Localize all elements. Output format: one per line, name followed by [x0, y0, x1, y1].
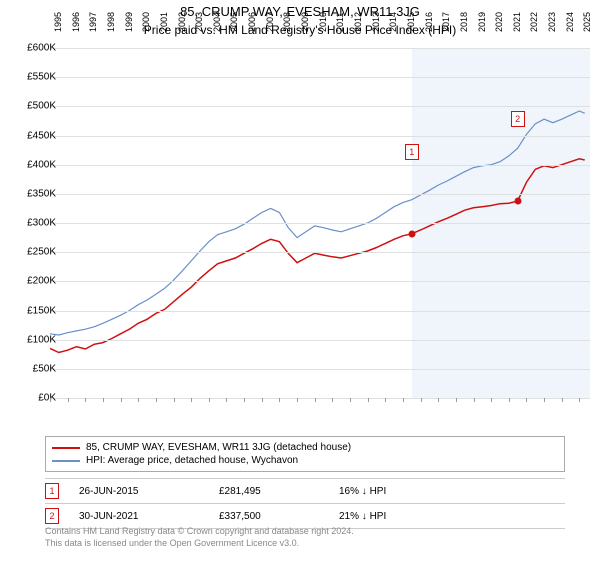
marker-dot: [408, 230, 415, 237]
y-axis-label: £150K: [16, 305, 56, 316]
transaction-hpi: 21% ↓ HPI: [339, 511, 449, 522]
x-axis-label: 2015: [406, 12, 416, 32]
x-axis-label: 2021: [512, 12, 522, 32]
legend-item: 85, CRUMP WAY, EVESHAM, WR11 3JG (detach…: [52, 441, 558, 454]
legend: 85, CRUMP WAY, EVESHAM, WR11 3JG (detach…: [45, 436, 565, 472]
plot-area: 12: [50, 48, 590, 398]
marker-box: 2: [511, 111, 525, 127]
legend-item: HPI: Average price, detached house, Wych…: [52, 454, 558, 467]
x-axis-label: 1996: [71, 12, 81, 32]
x-axis-label: 2009: [300, 12, 310, 32]
y-axis-label: £450K: [16, 130, 56, 141]
legend-label: HPI: Average price, detached house, Wych…: [86, 455, 298, 466]
x-axis-label: 1997: [88, 12, 98, 32]
table-row: 1 26-JUN-2015 £281,495 16% ↓ HPI: [45, 479, 565, 504]
legend-swatch: [52, 447, 80, 449]
y-axis-label: £300K: [16, 218, 56, 229]
x-axis-label: 2011: [335, 13, 345, 32]
x-axis-label: 2019: [477, 12, 487, 32]
x-axis-label: 1999: [124, 12, 134, 32]
y-axis-label: £250K: [16, 247, 56, 258]
x-axis-label: 2007: [265, 12, 275, 32]
x-axis-label: 2003: [194, 12, 204, 32]
x-axis-label: 1998: [106, 12, 116, 32]
x-axis-label: 2004: [212, 12, 222, 32]
transaction-date: 30-JUN-2021: [79, 511, 219, 522]
y-axis-label: £50K: [16, 363, 56, 374]
y-axis-label: £400K: [16, 159, 56, 170]
x-axis-label: 2012: [353, 12, 363, 32]
x-axis-label: 2022: [529, 12, 539, 32]
y-axis-label: £100K: [16, 334, 56, 345]
x-axis-label: 2020: [494, 12, 504, 32]
x-axis-label: 2001: [159, 12, 169, 32]
x-axis-label: 2005: [229, 12, 239, 32]
y-axis-label: £550K: [16, 72, 56, 83]
marker-badge: 1: [45, 483, 59, 499]
x-axis-label: 2010: [318, 12, 328, 32]
marker-badge: 2: [45, 508, 59, 524]
transaction-date: 26-JUN-2015: [79, 486, 219, 497]
x-axis-label: 2002: [177, 12, 187, 32]
x-axis-label: 2014: [388, 12, 398, 32]
marker-box: 1: [405, 144, 419, 160]
x-axis-label: 2023: [547, 12, 557, 32]
x-axis-label: 2018: [459, 12, 469, 32]
y-axis-label: £200K: [16, 276, 56, 287]
footer-line1: Contains HM Land Registry data © Crown c…: [45, 526, 354, 538]
transaction-hpi: 16% ↓ HPI: [339, 486, 449, 497]
table-row: 2 30-JUN-2021 £337,500 21% ↓ HPI: [45, 504, 565, 528]
x-axis-label: 2017: [441, 12, 451, 32]
marker-dot: [514, 198, 521, 205]
footer: Contains HM Land Registry data © Crown c…: [45, 526, 354, 549]
y-axis-label: £350K: [16, 188, 56, 199]
x-axis-label: 2008: [282, 12, 292, 32]
x-axis-label: 2024: [565, 12, 575, 32]
x-axis-label: 2000: [141, 12, 151, 32]
x-axis-label: 1995: [53, 12, 63, 32]
footer-line2: This data is licensed under the Open Gov…: [45, 538, 354, 550]
y-axis-label: £600K: [16, 43, 56, 54]
transaction-price: £337,500: [219, 511, 339, 522]
transaction-table: 1 26-JUN-2015 £281,495 16% ↓ HPI 2 30-JU…: [45, 478, 565, 529]
legend-swatch: [52, 460, 80, 462]
x-axis-label: 2025: [582, 12, 592, 32]
legend-label: 85, CRUMP WAY, EVESHAM, WR11 3JG (detach…: [86, 442, 351, 453]
y-axis-label: £500K: [16, 101, 56, 112]
chart-container: 85, CRUMP WAY, EVESHAM, WR11 3JG Price p…: [0, 4, 600, 564]
x-axis-label: 2016: [424, 12, 434, 32]
transaction-price: £281,495: [219, 486, 339, 497]
x-axis-label: 2006: [247, 12, 257, 32]
x-axis-label: 2013: [371, 12, 381, 32]
